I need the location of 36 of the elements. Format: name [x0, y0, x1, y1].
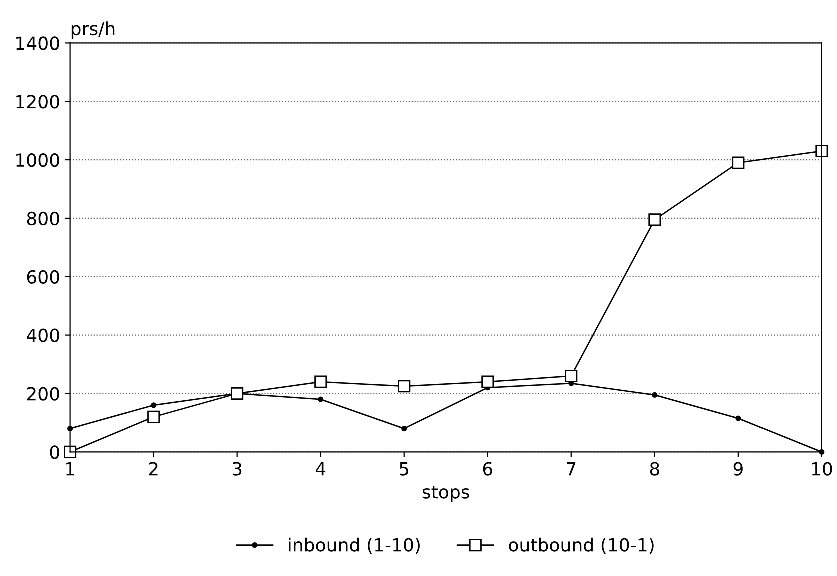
x-tick-label: 4 [316, 462, 326, 476]
y-tick-label: 1000 [16, 154, 60, 168]
point [482, 376, 494, 388]
x-axis-title: stops [422, 486, 470, 502]
point [64, 446, 77, 458]
x-tick-label: 1 [66, 462, 74, 476]
point [151, 402, 157, 408]
x-tick-label: 6 [483, 462, 492, 476]
x-tick-label: 2 [149, 462, 158, 476]
y-tick-label: 1200 [16, 95, 60, 109]
y-tick-label: 200 [27, 387, 60, 401]
legend-label: inbound (1-10) [289, 538, 420, 554]
legend-label: outbound (10-1) [509, 538, 654, 554]
x-tick-label: 5 [400, 462, 409, 476]
y-tick-label: 800 [27, 212, 60, 226]
x-tick-label: 8 [650, 462, 660, 476]
x-tick-label: 10 [812, 462, 832, 476]
y-axis-title: prs/h [72, 22, 115, 40]
point [565, 370, 578, 382]
y-tick-label: 600 [27, 270, 60, 284]
point [652, 392, 658, 398]
point [398, 380, 411, 393]
x-tick-label: 9 [734, 462, 743, 476]
y-tick-label: 0 [50, 446, 60, 460]
point [736, 416, 742, 422]
point [318, 396, 324, 402]
x-tick-label: 3 [232, 462, 242, 476]
point [148, 410, 160, 424]
y-tick-label: 1400 [16, 36, 60, 50]
point [732, 156, 745, 170]
point [314, 376, 328, 388]
point [648, 214, 662, 226]
y-tick-label: 400 [27, 328, 60, 342]
point [816, 145, 828, 158]
point [402, 426, 408, 432]
x-tick-label: 7 [567, 462, 576, 476]
